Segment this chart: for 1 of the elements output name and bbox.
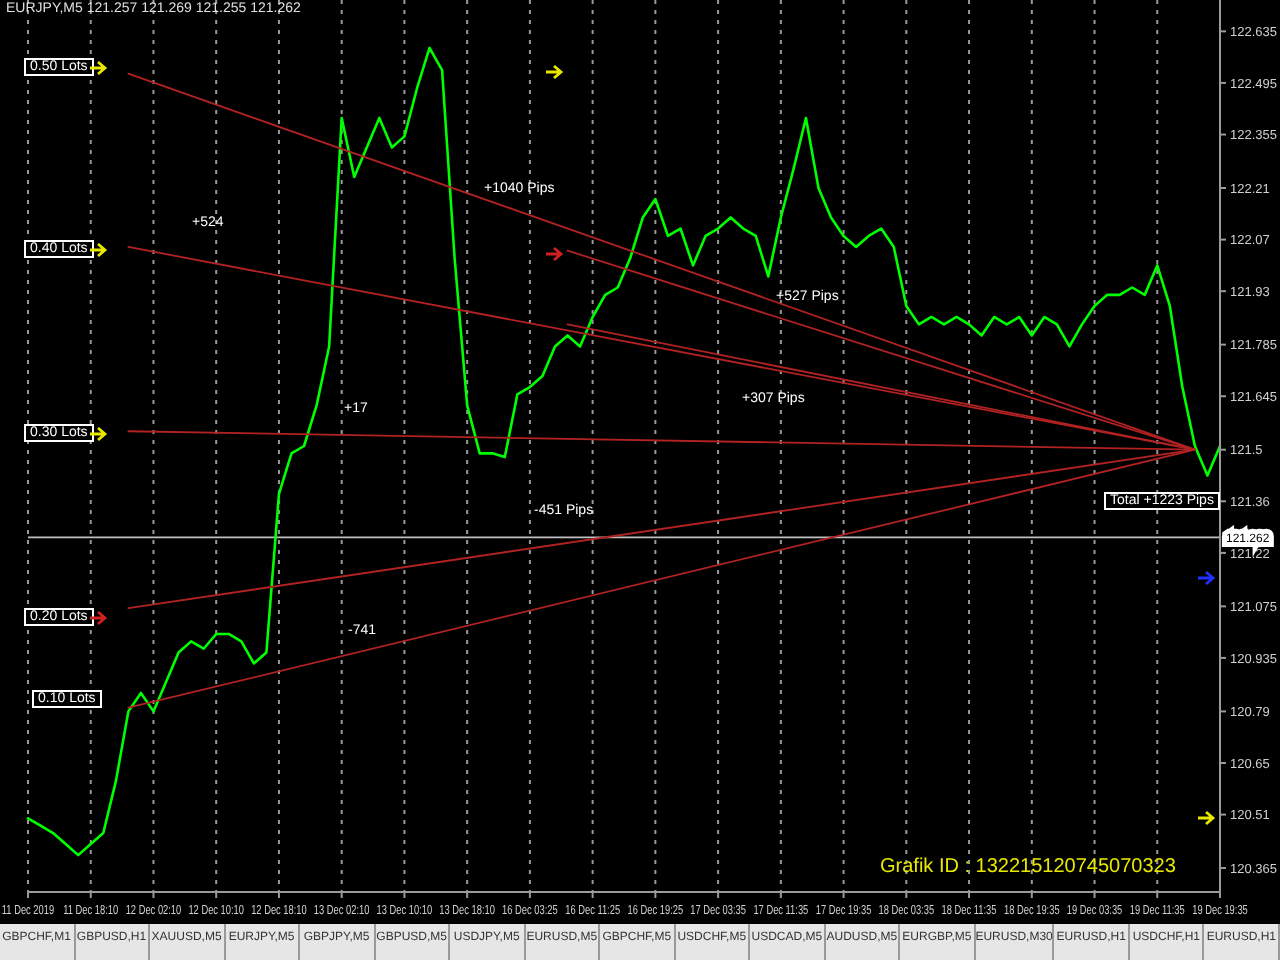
annotation: Grafik ID : 132215120745070323 <box>880 856 1176 878</box>
